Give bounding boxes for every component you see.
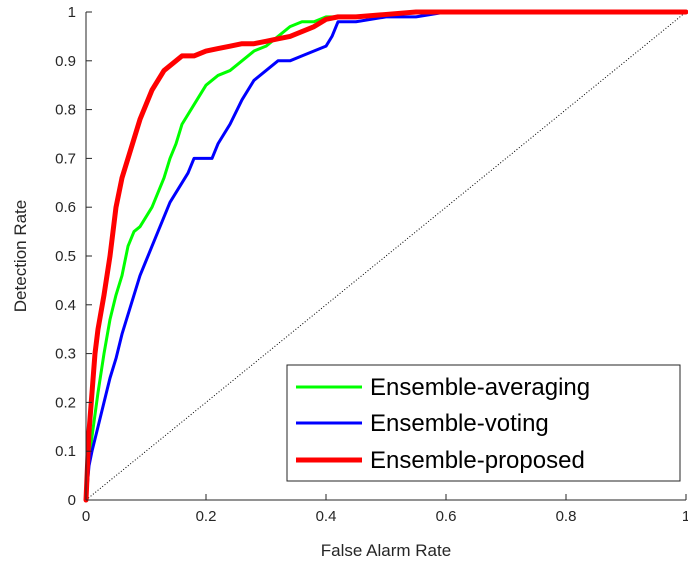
x-axis-title: False Alarm Rate — [321, 541, 451, 560]
legend: Ensemble-averaging Ensemble-voting Ensembl… — [286, 364, 681, 482]
legend-label-ensemble-voting: Ensemble-voting — [370, 410, 549, 437]
y-tick-label: 1 — [68, 4, 76, 21]
x-tick-label: 0.8 — [556, 508, 577, 525]
y-tick-label: 0.3 — [55, 346, 76, 363]
y-tick-label: 0.7 — [55, 150, 76, 167]
x-tick-label: 1 — [682, 508, 688, 525]
series-line-ensemble-voting — [84, 10, 688, 502]
x-ticks: 0 0.2 0.4 0.6 0.8 1 — [82, 494, 688, 525]
x-tick-label: 0 — [82, 508, 90, 525]
legend-label-ensemble-proposed: Ensemble-proposed — [370, 447, 585, 474]
y-ticks: 0 0.1 0.2 0.3 0.4 0.5 0.6 0.7 0.8 0.9 1 — [55, 4, 92, 509]
y-tick-label: 0 — [68, 492, 76, 509]
y-tick-label: 0.2 — [55, 394, 76, 411]
series-line-ensemble-proposed — [83, 9, 688, 503]
series-layer — [83, 9, 688, 503]
x-tick-label: 0.6 — [436, 508, 457, 525]
y-tick-label: 0.1 — [55, 443, 76, 460]
x-tick-label: 0.4 — [316, 508, 337, 525]
legend-label-ensemble-averaging: Ensemble-averaging — [370, 374, 590, 401]
y-tick-label: 0.6 — [55, 199, 76, 216]
y-tick-label: 0.5 — [55, 248, 76, 265]
y-tick-label: 0.8 — [55, 102, 76, 119]
x-tick-label: 0.2 — [196, 508, 217, 525]
y-tick-label: 0.9 — [55, 53, 76, 70]
y-axis-title: Detection Rate — [11, 200, 30, 312]
y-tick-label: 0.4 — [55, 297, 76, 314]
